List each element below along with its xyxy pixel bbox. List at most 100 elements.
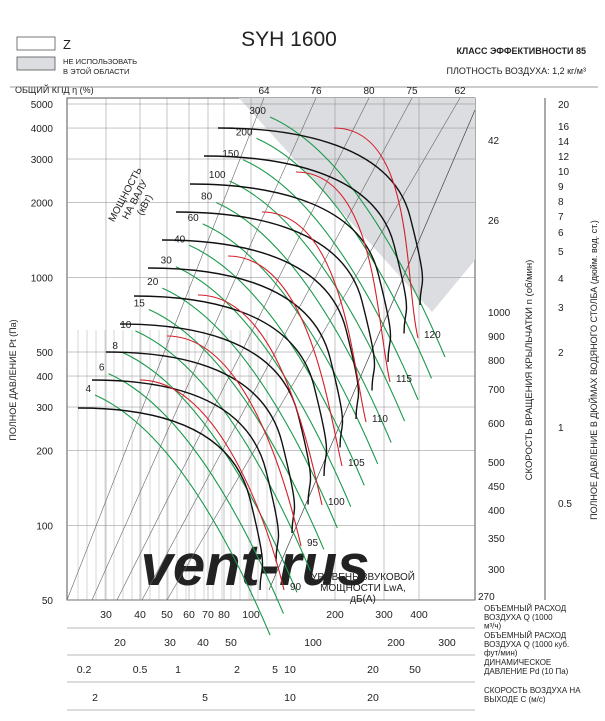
sound-power-curves: 90 95 100 105 110 115 120 <box>139 127 441 593</box>
speed-curve <box>133 295 328 477</box>
efficiency-ray <box>141 97 413 601</box>
x-tick: 300 <box>375 609 393 621</box>
speed-curve <box>147 267 344 448</box>
x-tick: 50 <box>225 637 237 649</box>
sound-curve <box>261 211 367 423</box>
x-axis-label-3: ДИНАМИЧЕСКОЕ ДАВЛЕНИЕ Pd (10 Па) <box>484 658 569 676</box>
y-left-tick: 5000 <box>31 100 54 111</box>
label-line: ВОЗДУХА Q (1000 куб. <box>484 640 569 649</box>
x-axis-label-1: ОБЪЕМНЫЙ РАСХОД ВОЗДУХА Q (1000 м³/ч) <box>484 604 567 631</box>
speed-tick: 26 <box>488 216 500 227</box>
x-axis-label-4: СКОРОСТЬ ВОЗДУХА НА ВЫХОДЕ C (м/с) <box>484 686 581 704</box>
efficiency-tick: 75 <box>406 86 418 97</box>
power-curve <box>269 116 446 358</box>
y-right-axis-label: ПОЛНОЕ ДАВЛЕНИЕ В ДЮЙМАХ ВОДЯНОГО СТОЛБА… <box>588 220 599 520</box>
x-tick: 70 <box>202 609 214 621</box>
sound-curve <box>295 171 391 383</box>
efficiency-tick: 62 <box>454 86 466 97</box>
y-right-tick: 5 <box>558 247 564 258</box>
sound-label: 120 <box>424 330 441 341</box>
y-right-tick: 10 <box>558 167 570 178</box>
sound-label-group: УРОВЕНЬ ЗВУКОВОЙ МОЩНОСТИ LwA, дБ(А) <box>311 570 415 605</box>
label-line: фут/мин) <box>484 649 518 658</box>
efficiency-axis-label: ОБЩИЙ КПД η (%) <box>15 84 94 95</box>
legend-z-swatch <box>16 36 56 51</box>
axis-ticks: 5000400030002000100050040030020010050201… <box>31 100 573 704</box>
x-tick: 200 <box>326 609 344 621</box>
sound-label: 100 <box>328 497 345 508</box>
speed-tick: 500 <box>488 458 505 469</box>
sound-power-label: УРОВЕНЬ ЗВУКОВОЙ МОЩНОСТИ LwA, дБ(А) <box>311 570 415 605</box>
sound-curve <box>197 294 323 506</box>
efficiency-tick: 64 <box>258 86 270 97</box>
y-right-tick: 1 <box>558 423 564 434</box>
watermark: vent-rus <box>141 533 370 598</box>
air-density: ПЛОТНОСТЬ ВОЗДУХА: 1,2 кг/м³ <box>447 66 586 76</box>
y-right-tick: 14 <box>558 137 570 148</box>
speed-tick: 700 <box>488 385 505 396</box>
x-tick: 60 <box>183 609 195 621</box>
x-tick: 100 <box>304 637 322 649</box>
sound-label: 115 <box>396 374 412 385</box>
x-tick: 1 <box>175 664 181 676</box>
x-tick: 300 <box>438 637 456 649</box>
power-label: 10 <box>120 320 132 331</box>
x-tick: 10 <box>284 692 296 704</box>
sound-label: 105 <box>348 458 365 469</box>
sound-label: 110 <box>372 414 388 425</box>
label-line: ВОЗДУХА Q (1000 <box>484 613 553 622</box>
y-left-tick: 2000 <box>31 199 54 210</box>
y-left-tick: 200 <box>36 447 53 458</box>
speed-curve <box>203 155 408 334</box>
power-label: 60 <box>188 213 200 224</box>
y-right-tick: 6 <box>558 228 564 239</box>
y-right-tick: 8 <box>558 197 564 208</box>
speed-axis-label: СКОРОСТЬ ВРАЩЕНИЯ КРЫЛЬЧАТКИ n (об/мин) <box>524 260 535 481</box>
legend-avoid-swatch <box>16 56 56 71</box>
avoid-area <box>239 98 475 312</box>
x-tick: 80 <box>218 609 230 621</box>
x-tick: 20 <box>114 637 126 649</box>
power-curve <box>256 137 433 379</box>
x-tick: 5 <box>202 692 208 704</box>
sound-curve <box>227 255 343 467</box>
power-label: 200 <box>236 127 253 138</box>
x-tick: 100 <box>242 609 260 621</box>
legend-avoid-line2: В ЭТОЙ ОБЛАСТИ <box>63 67 130 76</box>
speed-tick: 450 <box>488 482 505 493</box>
x-tick: 20 <box>367 664 379 676</box>
speed-tick: 800 <box>488 356 505 367</box>
label-line: ДИНАМИЧЕСКОЕ <box>484 658 551 667</box>
y-right-tick: 3 <box>558 303 564 314</box>
power-label: 80 <box>201 192 213 203</box>
y-left-tick: 500 <box>36 348 53 359</box>
label-line: УРОВЕНЬ ЗВУКОВОЙ <box>311 570 415 583</box>
y-right-tick: 20 <box>558 100 570 111</box>
y-right-tick: 7 <box>558 212 564 223</box>
label-line: м³/ч) <box>484 622 502 631</box>
speed-tick: 42 <box>488 136 500 147</box>
power-curve <box>175 266 352 507</box>
speed-curve <box>91 379 280 562</box>
power-label: 100 <box>209 170 226 181</box>
bottom-scales: ОБЪЕМНЫЙ РАСХОД ВОЗДУХА Q (1000 м³/ч) ОБЪЕ… <box>67 604 581 711</box>
power-label: 300 <box>249 106 266 117</box>
x-tick: 40 <box>197 637 209 649</box>
power-label: 15 <box>134 298 146 309</box>
x-tick: 400 <box>410 609 428 621</box>
x-tick: 5 <box>272 664 278 676</box>
y-left-tick: 3000 <box>31 155 54 166</box>
x-tick: 2 <box>92 692 98 704</box>
power-curve <box>242 159 419 400</box>
power-curve <box>121 351 298 593</box>
power-label: 4 <box>85 384 91 395</box>
speed-curve <box>189 183 392 363</box>
x-tick: 0.5 <box>133 664 148 676</box>
avoid-zone <box>239 98 475 312</box>
power-label: 6 <box>99 363 105 374</box>
y-right-tick: 0.5 <box>558 499 572 510</box>
power-curve <box>94 394 271 636</box>
x-tick: 2 <box>234 664 240 676</box>
